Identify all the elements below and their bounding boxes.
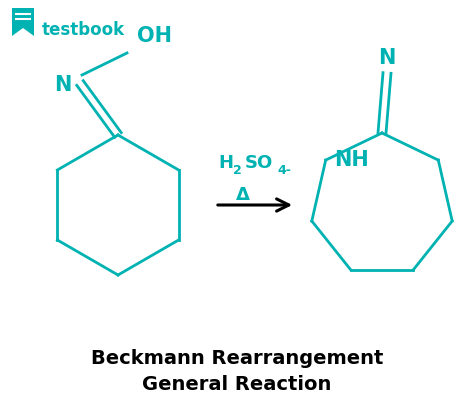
- Text: 4-: 4-: [277, 164, 291, 177]
- Text: OH: OH: [137, 26, 172, 46]
- Text: testbook: testbook: [42, 21, 125, 39]
- Text: SO: SO: [245, 154, 273, 172]
- Text: Beckmann Rearrangement: Beckmann Rearrangement: [91, 348, 383, 367]
- Text: H: H: [218, 154, 233, 172]
- Text: N: N: [378, 48, 396, 68]
- Text: 2: 2: [233, 164, 242, 177]
- Text: General Reaction: General Reaction: [142, 375, 332, 395]
- Polygon shape: [12, 8, 34, 36]
- Text: NH: NH: [334, 150, 368, 170]
- Text: Δ: Δ: [236, 186, 250, 204]
- Text: N: N: [55, 75, 72, 95]
